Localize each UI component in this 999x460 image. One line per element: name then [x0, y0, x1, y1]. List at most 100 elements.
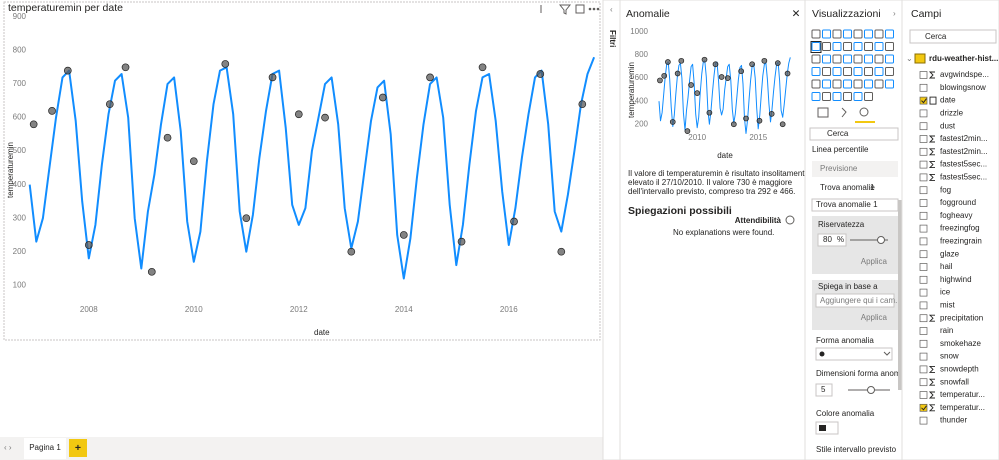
visual-icon[interactable] — [822, 92, 831, 101]
explain-input[interactable] — [815, 293, 895, 308]
field-name[interactable]: hail — [940, 262, 953, 271]
anomaly-point[interactable] — [121, 63, 130, 72]
field-name[interactable]: temperatur... — [940, 403, 985, 412]
field-name[interactable]: drizzle — [940, 109, 964, 118]
field-name[interactable]: ice — [940, 288, 951, 297]
anomaly-point[interactable] — [321, 113, 329, 122]
search-placeholder[interactable]: Cerca — [827, 129, 849, 138]
field-checkbox[interactable] — [919, 122, 928, 131]
field-checkbox[interactable] — [919, 173, 928, 182]
anomaly-point[interactable] — [347, 247, 356, 256]
anomaly-point[interactable] — [706, 109, 713, 116]
slider-thumb[interactable] — [867, 386, 875, 394]
visual-icon[interactable] — [853, 42, 863, 51]
anomaly-point[interactable] — [684, 128, 691, 135]
field-name[interactable]: snowdepth — [940, 365, 979, 374]
visual-icon[interactable] — [811, 54, 821, 64]
field-name[interactable]: fastest2min... — [940, 134, 988, 143]
visual-icon[interactable] — [874, 67, 884, 76]
field-checkbox[interactable] — [919, 135, 928, 143]
add-page-button[interactable] — [69, 439, 87, 457]
field-checkbox[interactable] — [919, 403, 928, 412]
visual-icon[interactable] — [832, 29, 842, 39]
field-checkbox[interactable] — [919, 391, 928, 399]
field-name[interactable]: mist — [940, 301, 955, 310]
field-name[interactable]: rain — [940, 326, 953, 335]
field-checkbox[interactable] — [919, 147, 928, 156]
visual-icon[interactable] — [864, 29, 873, 39]
field-name[interactable]: temperatur... — [940, 390, 985, 399]
field-checkbox[interactable] — [919, 199, 928, 207]
visual-icon[interactable] — [832, 67, 842, 76]
anomaly-point[interactable] — [678, 57, 685, 64]
anomaly-point[interactable] — [294, 110, 303, 119]
section-header[interactable]: Trova anomalie — [820, 183, 875, 192]
slider-thumb[interactable] — [877, 236, 885, 244]
field-checkbox[interactable] — [919, 250, 928, 259]
visual-icon[interactable] — [864, 42, 873, 51]
visual-icon[interactable] — [853, 54, 863, 64]
anomaly-point[interactable] — [669, 119, 676, 125]
anomaly-point[interactable] — [779, 121, 786, 128]
add-page-label[interactable]: + — [75, 442, 81, 454]
anomaly-point[interactable] — [743, 115, 749, 122]
field-checkbox[interactable] — [919, 71, 928, 79]
anomaly-point[interactable] — [761, 57, 768, 64]
anomaly-point[interactable] — [749, 61, 755, 68]
anomaly-point[interactable] — [674, 70, 681, 77]
field-checkbox[interactable] — [919, 327, 928, 335]
visual-icon[interactable] — [874, 79, 884, 89]
visual-icon[interactable] — [822, 67, 831, 76]
field-checkbox[interactable] — [919, 314, 928, 323]
anomaly-point[interactable] — [661, 72, 668, 79]
anomaly-point[interactable] — [701, 56, 708, 63]
field-name[interactable]: highwind — [940, 275, 972, 284]
field-checkbox[interactable] — [919, 301, 928, 310]
field-name[interactable]: fog — [940, 185, 951, 194]
anomaly-point[interactable] — [457, 237, 466, 246]
anomaly-point[interactable] — [536, 70, 545, 78]
field-name[interactable]: snowfall — [940, 377, 969, 386]
anomaly-point[interactable] — [399, 231, 408, 239]
apply-button[interactable]: Applica — [861, 313, 888, 322]
filters-pane[interactable] — [602, 0, 621, 460]
expand-icon[interactable]: ⌄ — [906, 54, 913, 63]
anomaly-point[interactable] — [268, 73, 277, 82]
field-checkbox[interactable] — [919, 352, 928, 361]
section-header[interactable]: Previsione — [820, 164, 858, 173]
visual-icon[interactable] — [885, 29, 894, 39]
field-checkbox[interactable] — [919, 237, 928, 246]
selected-visual[interactable] — [810, 41, 822, 53]
field-name[interactable]: thunder — [940, 416, 967, 425]
visual-icon[interactable] — [811, 92, 821, 101]
visual-icon[interactable] — [811, 67, 821, 76]
field-checkbox[interactable] — [919, 339, 928, 348]
visual-icon[interactable] — [843, 42, 852, 51]
anomaly-point[interactable] — [718, 74, 725, 80]
field-checkbox[interactable] — [919, 109, 928, 118]
apply-button[interactable]: Applica — [861, 257, 888, 266]
collapse-icon[interactable]: ‹ — [610, 5, 613, 14]
field-name[interactable]: precipitation — [940, 313, 983, 322]
anomaly-point[interactable] — [163, 133, 172, 142]
visual-icon[interactable] — [811, 79, 821, 89]
visual-icon[interactable] — [822, 29, 831, 39]
field-checkbox[interactable] — [919, 211, 928, 220]
filters-title[interactable]: Filtri — [608, 30, 617, 47]
anomaly-point[interactable] — [189, 157, 198, 166]
anomaly-point[interactable] — [426, 73, 434, 82]
visual-icon[interactable] — [832, 42, 842, 51]
anomaly-point[interactable] — [378, 93, 387, 102]
field-checkbox[interactable] — [919, 263, 928, 271]
field-name[interactable]: dust — [940, 121, 956, 130]
sensitivity-value[interactable]: 80 — [823, 235, 832, 244]
visual-icon[interactable] — [874, 29, 884, 39]
field-checkbox[interactable] — [919, 365, 928, 374]
visual-icon[interactable] — [874, 42, 884, 51]
anomaly-point[interactable] — [768, 111, 775, 117]
visual-icon[interactable] — [843, 92, 852, 101]
search-placeholder[interactable]: Cerca — [925, 32, 947, 41]
anomaly-point[interactable] — [105, 100, 114, 109]
visual-icon[interactable] — [832, 79, 842, 89]
field-name[interactable]: freezingrain — [940, 237, 982, 246]
